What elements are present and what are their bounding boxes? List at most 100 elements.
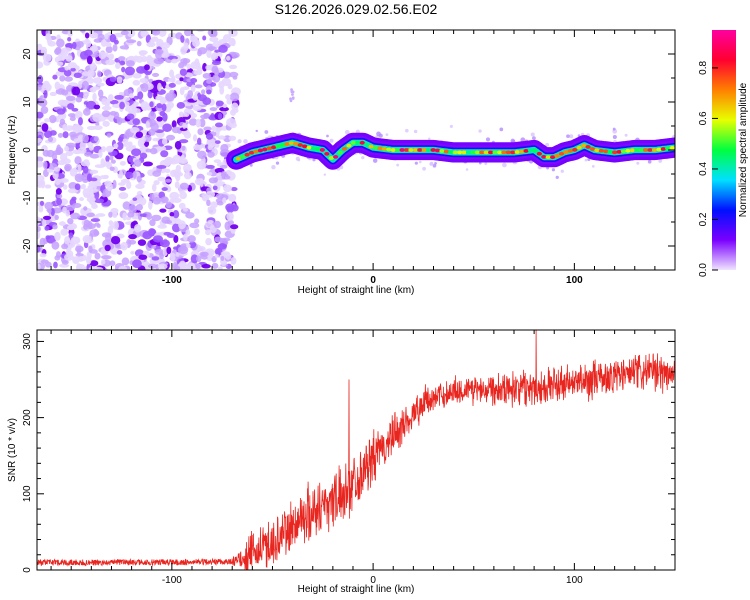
noise-blob <box>85 256 92 265</box>
noise-blob <box>211 52 219 60</box>
snr-series-line <box>37 330 675 570</box>
noise-blob <box>211 60 221 66</box>
noise-blob <box>206 50 212 59</box>
noise-blob <box>118 186 127 191</box>
ridge-peak <box>324 151 330 156</box>
ridge-peak <box>443 149 449 154</box>
halo-point <box>484 162 488 166</box>
noise-blob <box>217 113 223 120</box>
noise-blob <box>211 255 217 263</box>
noise-blob <box>212 40 222 49</box>
noise-blob <box>174 181 180 189</box>
noise-blob <box>101 255 112 260</box>
ridge-peak <box>669 146 675 150</box>
noise-blob <box>64 236 71 245</box>
noise-blob <box>95 121 100 127</box>
noise-blob <box>85 107 90 112</box>
noise-blob <box>183 171 192 180</box>
noise-blob <box>192 39 200 47</box>
ridge-peak <box>550 155 556 160</box>
noise-blob <box>229 71 239 78</box>
halo-point <box>465 168 469 171</box>
halo-point <box>647 159 652 164</box>
noise-blob <box>48 136 54 143</box>
noise-blob <box>90 218 101 223</box>
ridge-peak <box>558 151 565 156</box>
noise-blob <box>138 197 147 206</box>
ridge-peak <box>310 146 317 151</box>
ridge-peak <box>434 148 441 153</box>
colorbar-tick-label: 0.6 <box>698 111 709 125</box>
noise-blob <box>206 199 211 207</box>
ridge-peak <box>341 146 348 151</box>
noise-blob <box>190 47 198 52</box>
noise-blob <box>229 64 238 70</box>
ridge-peak <box>634 148 640 152</box>
noise-blob <box>97 89 104 98</box>
noise-blob <box>67 113 76 118</box>
ridge-peak <box>457 150 463 155</box>
noise-blob <box>42 215 52 220</box>
noise-blob <box>120 30 129 36</box>
x-tick-label: -100 <box>162 275 182 286</box>
noise-blob <box>83 193 91 198</box>
noise-blob <box>131 145 136 149</box>
noise-blob <box>37 156 44 163</box>
noise-blob <box>37 216 42 226</box>
noise-blob <box>195 118 201 128</box>
halo-point <box>291 93 294 96</box>
noise-blob <box>84 32 90 39</box>
noise-blob <box>126 39 137 44</box>
noise-blob <box>49 91 57 97</box>
noise-blob <box>202 35 207 41</box>
noise-blob <box>92 112 101 122</box>
noise-blob <box>231 102 239 111</box>
ridge-peak <box>253 149 259 154</box>
halo-point <box>449 124 453 128</box>
snr-frame <box>36 329 676 571</box>
noise-blob <box>67 62 77 69</box>
noise-blob <box>166 134 176 141</box>
ridge-peak <box>656 147 662 152</box>
noise-blob <box>201 193 209 198</box>
noise-blob <box>167 77 176 82</box>
noise-blob <box>71 86 81 96</box>
halo-point <box>405 128 409 133</box>
noise-blob <box>117 136 124 143</box>
ridge-peak <box>412 148 418 152</box>
noise-blob <box>152 170 162 177</box>
noise-blob <box>37 111 44 119</box>
noise-blob <box>218 44 228 53</box>
noise-blob <box>207 46 217 51</box>
noise-blob <box>139 213 149 218</box>
noise-blob <box>152 30 158 34</box>
noise-blob <box>165 201 172 209</box>
ridge-peak <box>638 148 644 152</box>
noise-blob <box>50 207 55 217</box>
noise-blob <box>230 257 237 265</box>
noise-blob <box>221 175 231 180</box>
ridge-peak <box>505 150 511 155</box>
halo-point <box>520 137 526 143</box>
noise-blob <box>151 183 157 192</box>
halo-point <box>591 165 595 168</box>
noise-blob <box>172 210 180 219</box>
noise-blob <box>134 159 142 167</box>
noise-blob <box>213 177 219 183</box>
noise-blob <box>80 160 91 167</box>
noise-blob <box>72 149 82 155</box>
noise-blob <box>44 118 50 123</box>
noise-blob <box>52 150 62 156</box>
halo-point <box>555 175 559 179</box>
noise-blob <box>71 196 77 201</box>
ridge-peak <box>651 148 658 152</box>
ridge-peak <box>496 150 503 155</box>
noise-blob <box>55 187 62 195</box>
ridge-peak <box>377 146 383 151</box>
ridge-peak <box>519 149 525 154</box>
noise-blob <box>200 89 206 95</box>
noise-blob <box>157 82 162 92</box>
noise-blob <box>91 86 101 91</box>
noise-blob <box>170 169 177 178</box>
